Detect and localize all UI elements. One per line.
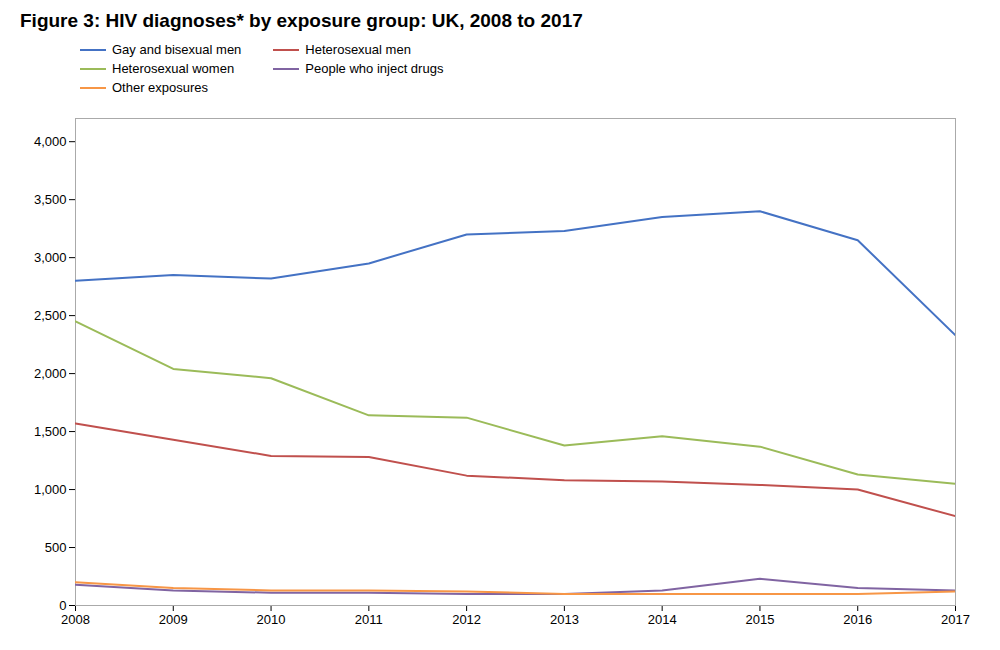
svg-text:2013: 2013 bbox=[550, 612, 579, 627]
svg-text:2015: 2015 bbox=[745, 612, 774, 627]
svg-text:2012: 2012 bbox=[452, 612, 481, 627]
svg-text:500: 500 bbox=[45, 540, 67, 555]
svg-text:3,000: 3,000 bbox=[34, 250, 67, 265]
html-text:Gay and bisexual men: Gay and bisexual men bbox=[112, 42, 242, 57]
html-text:People who inject drugs: People who inject drugs bbox=[305, 61, 444, 76]
svg-text:0: 0 bbox=[59, 598, 66, 613]
svg-text:2011: 2011 bbox=[355, 612, 383, 627]
html-text:Heterosexual men: Heterosexual men bbox=[305, 42, 411, 57]
svg-text:2008: 2008 bbox=[61, 612, 90, 627]
svg-text:1,500: 1,500 bbox=[34, 424, 67, 439]
html-text:Other exposures: Other exposures bbox=[112, 80, 209, 95]
svg-text:2,000: 2,000 bbox=[34, 366, 67, 381]
svg-text:2010: 2010 bbox=[257, 612, 286, 627]
html-text:Figure 3: HIV diagnoses* by ex: Figure 3: HIV diagnoses* by exposure gro… bbox=[20, 10, 583, 31]
svg-text:2016: 2016 bbox=[843, 612, 872, 627]
svg-text:1,000: 1,000 bbox=[34, 482, 67, 497]
svg-text:3,500: 3,500 bbox=[34, 192, 67, 207]
svg-text:2017: 2017 bbox=[941, 612, 970, 627]
svg-text:4,000: 4,000 bbox=[34, 134, 67, 149]
svg-text:2014: 2014 bbox=[648, 612, 677, 627]
svg-text:2009: 2009 bbox=[159, 612, 188, 627]
svg-text:2,500: 2,500 bbox=[34, 308, 67, 323]
html-text:Heterosexual women: Heterosexual women bbox=[112, 61, 235, 76]
